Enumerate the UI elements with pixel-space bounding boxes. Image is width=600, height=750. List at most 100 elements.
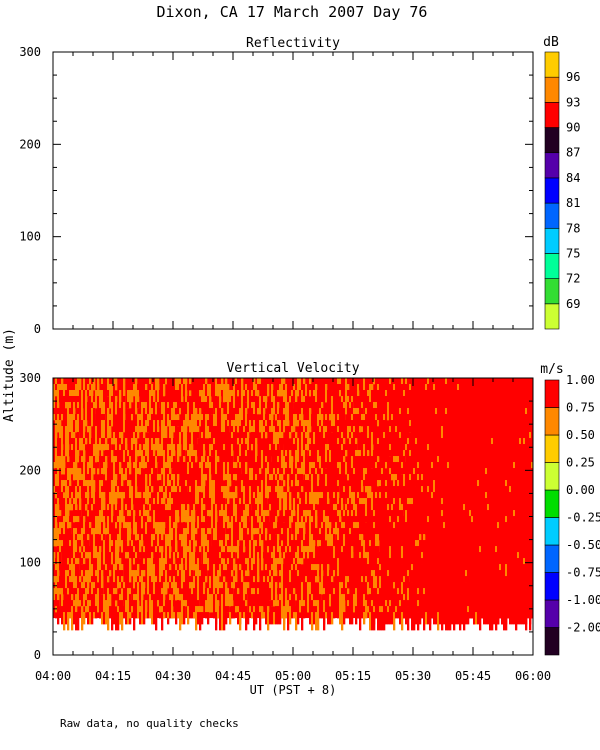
velocity-cell <box>391 612 394 619</box>
velocity-cell <box>241 582 244 595</box>
velocity-cell <box>207 456 210 463</box>
velocity-cell <box>397 426 400 433</box>
velocity-cell <box>309 570 312 577</box>
velocity-cell <box>189 540 192 547</box>
velocity-cell <box>157 456 160 463</box>
velocity-cell <box>321 528 324 535</box>
velocity-cell <box>393 528 396 535</box>
velocity-cell <box>371 594 374 601</box>
velocity-cell <box>219 582 222 589</box>
velocity-cell <box>181 534 184 547</box>
velocity-cell <box>387 612 390 625</box>
velocity-cell <box>251 426 254 433</box>
velocity-cell <box>85 570 88 577</box>
velocity-cell <box>269 474 272 481</box>
velocity-cell <box>193 432 196 439</box>
velocity-cell <box>137 474 140 481</box>
velocity-cell <box>115 522 118 529</box>
velocity-cell <box>137 498 140 517</box>
velocity-cell <box>319 438 322 445</box>
velocity-cell <box>241 378 244 397</box>
velocity-cell <box>401 468 404 475</box>
velocity-cell <box>61 444 64 463</box>
velocity-cell <box>323 408 326 415</box>
velocity-cell <box>381 498 384 505</box>
velocity-cell <box>285 570 288 583</box>
velocity-cell <box>93 504 96 511</box>
velocity-cell <box>251 612 254 619</box>
velocity-cell <box>207 558 210 565</box>
velocity-cell <box>133 432 136 445</box>
velocity-cell <box>357 480 360 493</box>
velocity-cell <box>309 522 312 529</box>
velocity-cell <box>309 528 312 535</box>
velocity-cell <box>309 600 312 613</box>
velocity-cell <box>269 522 272 529</box>
velocity-cell <box>55 378 58 385</box>
reflectivity-colorbar-label: 84 <box>566 171 580 185</box>
velocity-cell <box>335 564 338 571</box>
velocity-cell <box>77 414 80 433</box>
velocity-cell <box>177 600 180 607</box>
velocity-cell <box>343 468 346 475</box>
velocity-cell <box>151 468 154 475</box>
velocity-cell <box>119 522 122 541</box>
velocity-cell <box>115 438 118 457</box>
velocity-cell <box>273 480 276 487</box>
velocity-cell <box>385 528 388 541</box>
velocity-cell <box>57 504 60 517</box>
velocity-cell <box>113 378 116 385</box>
velocity-cell <box>271 576 274 589</box>
velocity-cell <box>265 492 268 499</box>
velocity-cell <box>213 456 216 463</box>
velocity-cell <box>249 504 252 517</box>
velocity-cell <box>53 408 56 415</box>
velocity-cell <box>315 576 318 583</box>
velocity-cell <box>257 408 260 415</box>
velocity-cell <box>157 504 160 523</box>
velocity-cell <box>267 576 270 583</box>
velocity-cell <box>93 612 96 619</box>
velocity-cell <box>359 516 362 523</box>
velocity-cell <box>277 504 280 511</box>
velocity-cell <box>163 486 166 493</box>
velocity-cell <box>269 612 272 625</box>
velocity-cell <box>159 534 162 553</box>
velocity-cell <box>145 438 148 457</box>
velocity-cell <box>411 546 414 553</box>
velocity-cell <box>201 414 204 421</box>
velocity-cell <box>193 462 196 475</box>
velocity-cell <box>137 528 140 535</box>
velocity-cell <box>107 612 110 631</box>
velocity-cell <box>117 462 120 469</box>
velocity-cell <box>349 474 352 481</box>
velocity-cell <box>237 612 240 625</box>
velocity-cell <box>371 420 374 427</box>
velocity-cell <box>133 444 136 463</box>
velocity-cell <box>223 582 226 601</box>
velocity-cell <box>373 576 376 595</box>
velocity-cell <box>335 468 338 475</box>
velocity-cell <box>77 612 80 631</box>
velocity-cell <box>393 534 396 547</box>
velocity-cell <box>311 480 314 499</box>
velocity-cell <box>229 504 232 511</box>
velocity-cell <box>105 516 108 523</box>
velocity-cell <box>309 552 312 559</box>
velocity-cell <box>115 486 118 493</box>
velocity-cell <box>57 534 60 547</box>
velocity-cell <box>83 402 86 409</box>
velocity-cell <box>119 468 122 475</box>
reflectivity-plot-area <box>52 51 534 330</box>
velocity-cell <box>267 588 270 595</box>
velocity-cell <box>293 564 296 577</box>
velocity-cell <box>251 402 254 409</box>
velocity-cell <box>171 600 174 619</box>
velocity-cell <box>209 576 212 589</box>
velocity-cell <box>407 396 410 403</box>
velocity-cell <box>175 498 178 505</box>
velocity-cell <box>101 522 104 535</box>
velocity-cell <box>119 474 122 481</box>
velocity-cell <box>331 438 334 445</box>
